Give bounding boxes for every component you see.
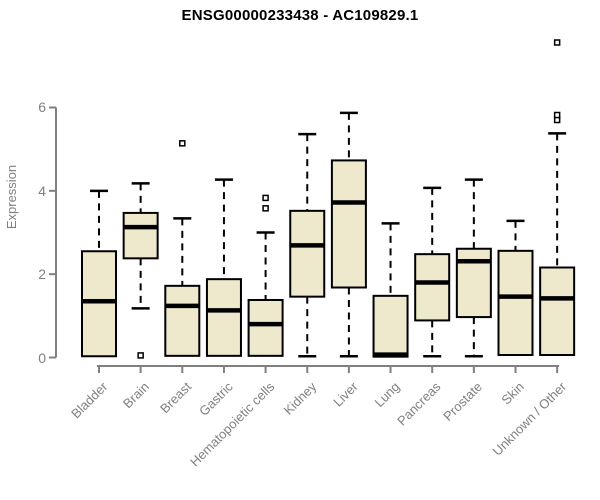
- outlier-point: [553, 39, 561, 46]
- outlier-point: [262, 205, 269, 212]
- outlier-point: [553, 116, 561, 124]
- boxplot-kidney: [289, 132, 326, 358]
- boxplot-brain: [122, 182, 159, 359]
- iqr-box: [81, 250, 117, 358]
- outlier-point: [179, 140, 186, 147]
- boxplot-gastric: [205, 178, 242, 357]
- boxplot-lung: [372, 222, 409, 358]
- y-tick-label: 2: [38, 266, 46, 283]
- boxplot-breast: [164, 140, 201, 357]
- iqr-box: [247, 298, 284, 357]
- iqr-box: [497, 249, 534, 356]
- iqr-box: [372, 294, 409, 358]
- iqr-box: [455, 247, 492, 319]
- boxplot-bladder: [81, 189, 117, 358]
- iqr-box: [539, 266, 576, 356]
- iqr-box: [289, 209, 326, 298]
- iqr-box: [330, 159, 367, 289]
- y-tick-label: 4: [38, 182, 46, 199]
- y-tick-label: 0: [38, 349, 46, 366]
- chart-title: ENSG00000233438 - AC109829.1: [181, 7, 419, 24]
- outlier-point: [262, 194, 269, 202]
- boxplot-liver: [330, 111, 367, 358]
- outlier-point: [137, 352, 144, 359]
- boxplot-pancreas: [414, 186, 451, 358]
- boxplot-prostate: [455, 178, 492, 358]
- outlier-point: [553, 111, 561, 119]
- iqr-box: [205, 278, 242, 357]
- y-tick-label: 6: [38, 99, 46, 116]
- iqr-box: [122, 211, 159, 260]
- boxplot-skin: [497, 219, 534, 356]
- boxplot-unknown-other: [539, 39, 576, 356]
- iqr-box: [414, 253, 451, 322]
- iqr-box: [164, 284, 201, 357]
- boxplot-hematopoietic-cells: [247, 194, 284, 357]
